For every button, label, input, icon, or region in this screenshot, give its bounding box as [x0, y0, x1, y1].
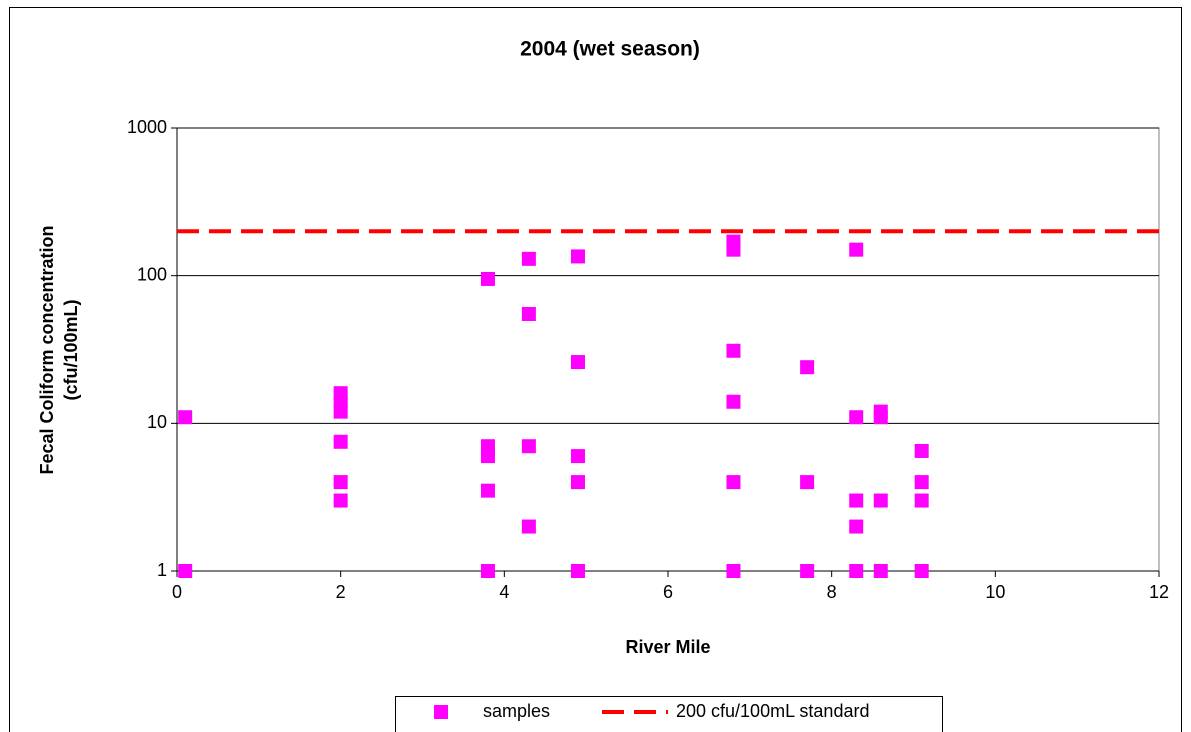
legend-box: [395, 696, 943, 732]
chart-title: 2004 (wet season): [520, 38, 700, 61]
point: [914, 475, 929, 490]
x-tick-label: 10: [985, 582, 1005, 602]
point: [480, 271, 495, 286]
point: [914, 443, 929, 458]
x-tick-label: 0: [172, 582, 182, 602]
point: [178, 564, 193, 578]
x-tick-label: 2: [336, 582, 346, 602]
point: [570, 249, 585, 264]
y-axis-label-line: Fecal Coliform concentration: [37, 225, 57, 474]
x-tick-label: 6: [663, 582, 673, 602]
point: [726, 394, 741, 409]
point: [178, 410, 193, 425]
y-tick-label: 10: [147, 412, 167, 432]
point: [570, 449, 585, 464]
legend-label: samples: [483, 701, 550, 721]
legend-label: 200 cfu/100mL standard: [676, 701, 869, 721]
y-axis-label-line: (cfu/100mL): [61, 299, 81, 400]
point: [800, 360, 815, 375]
point: [849, 493, 864, 508]
point: [333, 493, 348, 508]
point: [521, 439, 536, 454]
point: [726, 242, 741, 257]
x-tick-label: 12: [1149, 582, 1169, 602]
point: [726, 564, 741, 578]
point: [480, 564, 495, 578]
point: [849, 242, 864, 257]
point: [570, 564, 585, 578]
x-tick-label: 8: [827, 582, 837, 602]
point: [914, 493, 929, 508]
y-tick-label: 1000: [127, 117, 167, 137]
point: [873, 410, 888, 425]
point: [333, 475, 348, 490]
point: [873, 564, 888, 578]
point: [849, 564, 864, 578]
x-tick-label: 4: [499, 582, 509, 602]
point: [800, 475, 815, 490]
point: [726, 475, 741, 490]
y-tick-label: 100: [137, 264, 167, 284]
point: [570, 355, 585, 370]
point: [521, 251, 536, 266]
point: [333, 434, 348, 449]
legend-marker: [434, 705, 448, 719]
point: [726, 343, 741, 358]
point: [480, 483, 495, 498]
point: [521, 307, 536, 322]
point: [914, 564, 929, 578]
point: [873, 493, 888, 508]
point: [800, 564, 815, 578]
point: [480, 449, 495, 464]
y-axis-label: Fecal Coliform concentration (cfu/100mL): [37, 225, 81, 474]
x-axis-label: River Mile: [625, 637, 710, 657]
point: [849, 519, 864, 534]
point: [849, 410, 864, 425]
point: [333, 404, 348, 419]
point: [570, 475, 585, 490]
plot-area: [176, 127, 1160, 572]
y-tick-label: 1: [157, 560, 167, 580]
point: [521, 519, 536, 534]
